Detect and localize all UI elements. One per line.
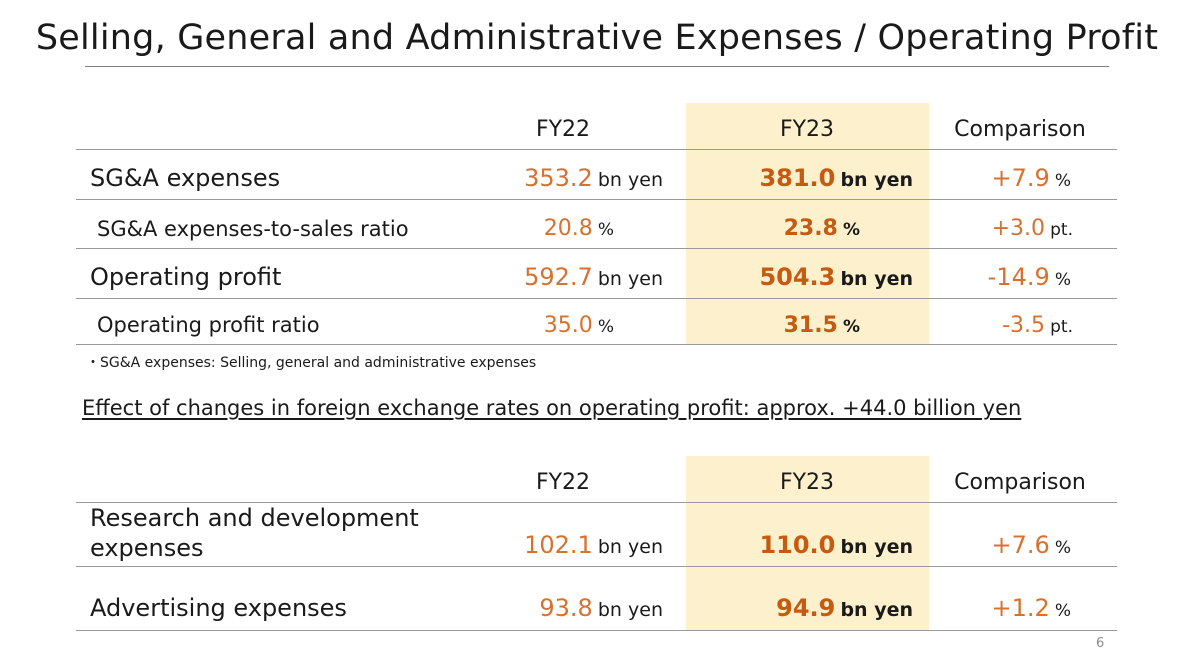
comparison-value: +7.9 % (991, 164, 1071, 192)
fy23-value: 94.9 bn yen (776, 594, 913, 622)
title-divider (85, 66, 1109, 67)
row-divider (76, 502, 1117, 503)
fy23-highlight-column (686, 103, 929, 344)
row-divider (76, 199, 1117, 200)
comparison-value: -3.5 pt. (1002, 313, 1073, 338)
fy22-value: 35.0 % (543, 313, 614, 338)
row-divider (76, 630, 1117, 631)
row-divider (76, 566, 1117, 567)
row-label-line2: expenses (90, 534, 204, 562)
fy22-value: 93.8 bn yen (539, 594, 663, 622)
row-label-line1: Research and development (90, 504, 419, 532)
header-fy23: FY23 (779, 117, 835, 142)
header-fy22: FY22 (535, 117, 591, 142)
row-label: SG&A expenses-to-sales ratio (97, 217, 409, 241)
comparison-value: +3.0 pt. (991, 216, 1073, 241)
row-label: Operating profit ratio (97, 313, 320, 337)
fy23-value: 110.0 bn yen (759, 531, 913, 559)
row-divider (76, 248, 1117, 249)
row-divider (76, 298, 1117, 299)
fy23-value: 381.0 bn yen (759, 164, 913, 192)
fy23-value: 31.5 % (783, 313, 860, 338)
comparison-value: -14.9 % (987, 263, 1071, 291)
row-divider (76, 344, 1117, 345)
fy22-value: 353.2 bn yen (524, 164, 663, 192)
row-label: Operating profit (90, 263, 282, 291)
comparison-value: +7.6 % (991, 531, 1071, 559)
header-comparison: Comparison (954, 470, 1086, 495)
comparison-value: +1.2 % (991, 594, 1071, 622)
fy22-value: 20.8 % (543, 216, 614, 241)
header-fy22: FY22 (535, 470, 591, 495)
page-number: 6 (1096, 636, 1105, 651)
fx-effect-note: Effect of changes in foreign exchange ra… (82, 396, 1022, 420)
header-fy23: FY23 (779, 470, 835, 495)
fy22-value: 592.7 bn yen (524, 263, 663, 291)
fy23-value: 23.8 % (783, 216, 860, 241)
header-comparison: Comparison (954, 117, 1086, 142)
row-label: Advertising expenses (90, 594, 347, 622)
fy22-value: 102.1 bn yen (524, 531, 663, 559)
row-label: SG&A expenses (90, 164, 281, 192)
footnote: ・SG&A expenses: Selling, general and adm… (86, 355, 537, 371)
fy23-highlight-column (686, 456, 929, 630)
fy23-value: 504.3 bn yen (759, 263, 913, 291)
row-divider (76, 149, 1117, 150)
page-title: Selling, General and Administrative Expe… (35, 18, 1159, 58)
